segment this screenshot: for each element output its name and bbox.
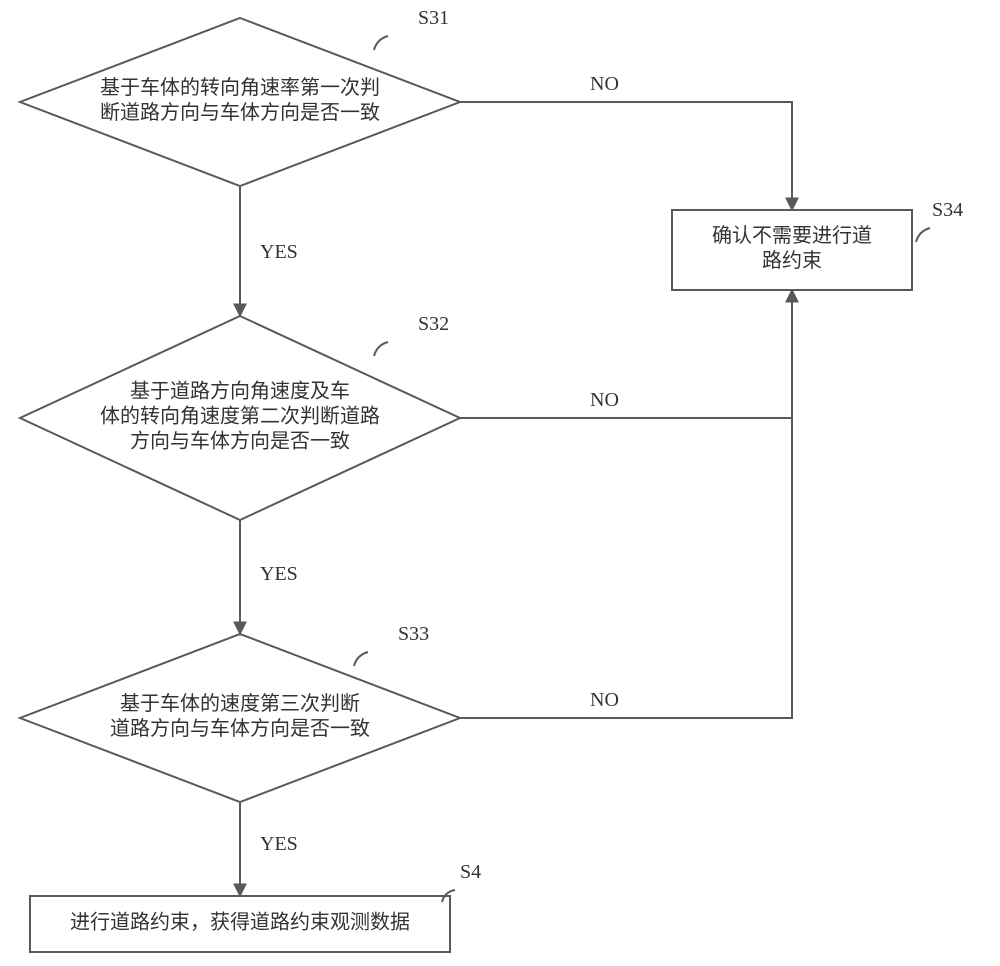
s4-text-line-0: 进行道路约束，获得道路约束观测数据 <box>70 911 410 934</box>
edge-label-yes: YES <box>260 241 298 263</box>
s31-text-line-1: 断道路方向与车体方向是否一致 <box>100 101 380 124</box>
s31-text-line-0: 基于车体的转向角速率第一次判 <box>100 76 380 99</box>
s34-text-line-0: 确认不需要进行道 <box>712 224 872 247</box>
edge-label-no: NO <box>590 389 619 411</box>
step-label-s32: S32 <box>418 313 449 335</box>
s33-text-line-1: 道路方向与车体方向是否一致 <box>110 717 370 740</box>
s32-text-line-0: 基于道路方向角速度及车 <box>130 380 350 403</box>
s32-text-line-1: 体的转向角速度第二次判断道路 <box>100 405 380 428</box>
edge-label-no: NO <box>590 689 619 711</box>
step-label-s34: S34 <box>932 199 963 221</box>
s33-text-line-0: 基于车体的速度第三次判断 <box>120 692 360 715</box>
edge-label-yes: YES <box>260 563 298 585</box>
s32-text-line-2: 方向与车体方向是否一致 <box>130 430 350 453</box>
step-label-s31: S31 <box>418 7 449 29</box>
edge-label-no: NO <box>590 73 619 95</box>
s34-text-line-1: 路约束 <box>762 249 822 272</box>
step-label-s33: S33 <box>398 623 429 645</box>
step-label-s4: S4 <box>460 861 481 883</box>
edge-label-yes: YES <box>260 833 298 855</box>
